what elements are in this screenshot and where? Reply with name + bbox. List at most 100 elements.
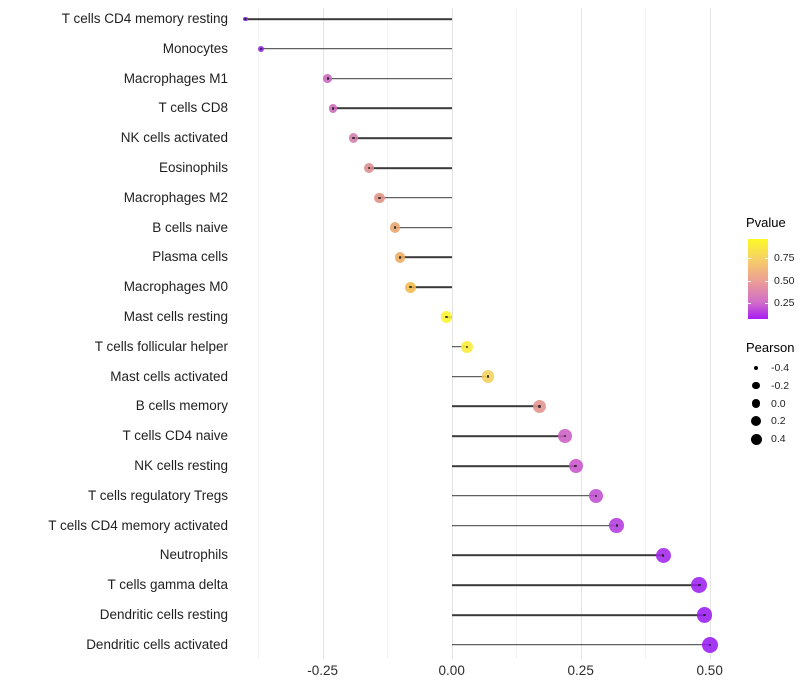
pearson-legend-dot <box>751 399 761 408</box>
lollipop-line <box>451 643 710 646</box>
lollipop-dot-core <box>331 107 335 110</box>
gridline-minor <box>516 8 518 659</box>
lollipop-line <box>451 524 617 527</box>
pearson-legend-label: 0.4 <box>771 433 786 446</box>
gridline-major <box>709 8 711 659</box>
lollipop-line <box>400 256 452 259</box>
lollipop-dot-core <box>703 613 706 617</box>
lollipop-dot-core <box>698 584 701 587</box>
pearson-legend-label: 0.2 <box>771 415 786 428</box>
lollipop-line <box>260 47 452 50</box>
lollipop-dot-core <box>259 47 262 50</box>
pvalue-colorbar-tick <box>748 303 751 304</box>
lollipop-dot-core <box>564 435 567 438</box>
pearson-legend-label: 0.0 <box>771 397 786 410</box>
lollipop-dot-core <box>662 554 665 557</box>
lollipop-line <box>379 196 452 199</box>
pvalue-colorbar <box>748 239 768 319</box>
gridline-minor <box>387 8 389 659</box>
lollipop-line <box>451 494 597 497</box>
lollipop-line <box>451 435 566 437</box>
pearson-legend-dot <box>750 433 762 445</box>
y-axis-label: B cells memory <box>135 398 228 414</box>
x-tick-label: 0.00 <box>438 663 465 678</box>
y-axis-label: T cells CD4 memory resting <box>61 11 228 26</box>
lollipop-line <box>333 107 452 110</box>
gridline-major <box>580 8 582 659</box>
y-axis-label: Macrophages M0 <box>123 279 228 295</box>
y-axis-label: Monocytes <box>162 40 228 56</box>
lollipop-line <box>353 137 452 139</box>
y-axis-label: T cells CD4 naive <box>122 428 228 444</box>
lollipop-dot-core <box>244 17 247 21</box>
lollipop-dot-core <box>615 524 618 527</box>
y-axis-label: Neutrophils <box>159 547 228 563</box>
lollipop-dot-core <box>352 137 355 140</box>
lollipop-line <box>451 345 468 348</box>
lollipop-line <box>410 286 452 288</box>
lollipop-line <box>394 226 452 229</box>
x-tick-label: -0.25 <box>307 663 339 678</box>
lollipop-line <box>451 614 705 616</box>
lollipop-line <box>245 18 452 20</box>
pvalue-colorbar-tick <box>748 258 751 259</box>
y-axis-label: T cells regulatory Tregs <box>87 487 228 503</box>
gridline-minor <box>258 8 260 659</box>
y-axis-label: NK cells resting <box>134 458 228 473</box>
y-axis-label: NK cells activated <box>120 130 228 146</box>
lollipop-dot-core <box>445 315 448 319</box>
pearson-legend-label: -0.2 <box>771 379 790 392</box>
lollipop-dot-core <box>378 196 381 199</box>
pvalue-tick-label: 0.75 <box>774 252 795 264</box>
pearson-legend-title: Pearson <box>746 340 795 355</box>
gridline-major <box>451 8 453 659</box>
lollipop-dot-core <box>465 345 469 348</box>
y-axis-label: Dendritic cells activated <box>86 636 228 652</box>
y-axis-label: T cells follicular helper <box>94 338 228 354</box>
pearson-legend-dot <box>751 416 761 427</box>
lollipop-line <box>369 167 452 169</box>
lollipop-dot-core <box>393 226 397 229</box>
lollipop-dot-core <box>594 494 598 497</box>
y-axis-label: T cells CD4 memory activated <box>48 517 228 533</box>
lollipop-line <box>451 405 540 408</box>
lollipop-dot-core <box>326 77 330 80</box>
x-tick-label: 0.25 <box>567 663 594 678</box>
gridline-minor <box>645 8 647 659</box>
y-axis-label: Macrophages M1 <box>123 70 228 86</box>
lollipop-dot-core <box>486 375 489 378</box>
pearson-legend-dot <box>753 365 759 371</box>
lollipop-dot-core <box>367 166 371 170</box>
y-axis-label: Mast cells resting <box>123 309 228 324</box>
pvalue-colorbar-tick <box>765 258 768 259</box>
lollipop-dot-core <box>574 464 577 468</box>
lollipop-dot-core <box>538 405 541 408</box>
y-axis-label: Plasma cells <box>152 249 228 265</box>
x-tick-label: 0.50 <box>696 663 723 678</box>
lollipop-line <box>451 584 700 586</box>
y-axis-label: Eosinophils <box>158 160 228 175</box>
pvalue-colorbar-tick <box>765 303 768 304</box>
lollipop-dot-core <box>708 643 711 646</box>
lollipop-line <box>327 77 452 80</box>
pvalue-colorbar-tick <box>748 281 751 282</box>
pvalue-colorbar-tick <box>765 281 768 282</box>
y-axis-label: Dendritic cells resting <box>99 607 228 622</box>
pvalue-tick-label: 0.25 <box>774 297 795 309</box>
pearson-legend-label: -0.4 <box>771 362 790 374</box>
y-axis-label: Mast cells activated <box>110 368 228 384</box>
y-axis-label: Macrophages M2 <box>123 189 228 205</box>
lollipop-dot-core <box>398 256 402 259</box>
pearson-legend-dot <box>752 382 760 390</box>
y-axis-label: T cells CD8 <box>158 100 228 116</box>
lollipop-line <box>451 554 664 557</box>
pvalue-tick-label: 0.50 <box>774 275 795 287</box>
gridline-major <box>322 8 324 659</box>
lollipop-dot-core <box>409 286 412 289</box>
pvalue-legend-title: Pvalue <box>746 215 786 230</box>
lollipop-line <box>451 375 488 378</box>
y-axis-label: B cells naive <box>152 219 228 235</box>
y-axis-label: T cells gamma delta <box>107 577 228 593</box>
lollipop-line <box>451 465 576 467</box>
